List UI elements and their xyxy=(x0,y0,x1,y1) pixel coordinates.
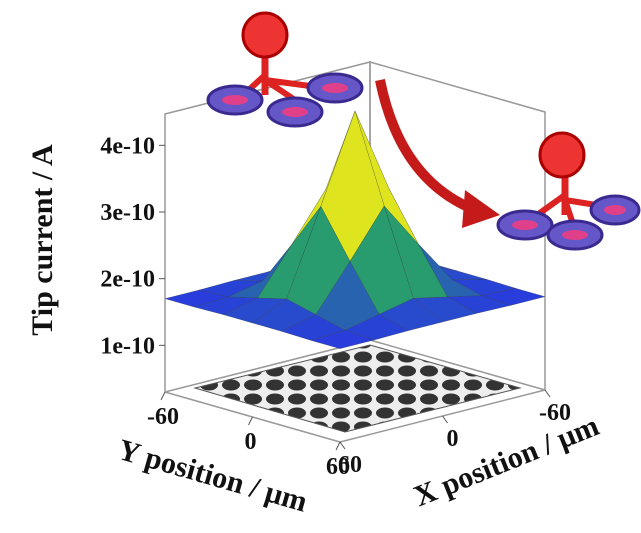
chart: Tip current / A Y position / μm X positi… xyxy=(0,0,641,533)
y-axis-title: Y position / μm xyxy=(114,433,311,518)
z-tick-label: 4e-10 xyxy=(100,133,155,159)
z-axis-title: Tip current / A xyxy=(26,144,59,336)
x-tick xyxy=(443,416,448,423)
x-tick-label: -60 xyxy=(539,400,571,426)
y-tick-label: -60 xyxy=(147,404,179,430)
x-axis-title: X position / μm xyxy=(409,409,603,513)
y-tick xyxy=(336,442,340,450)
x-tick xyxy=(545,390,550,397)
y-tick-label: 0 xyxy=(245,429,257,455)
x-tick xyxy=(340,442,345,449)
z-tick-label: 3e-10 xyxy=(100,200,155,226)
x-tick-label: 0 xyxy=(447,426,459,452)
x-tick-label: 60 xyxy=(338,452,362,478)
y-tick xyxy=(249,417,253,425)
y-tick xyxy=(161,392,165,400)
surface xyxy=(165,111,545,349)
molecule-icon xyxy=(498,133,639,249)
sample-floor xyxy=(195,345,520,432)
z-tick-label: 2e-10 xyxy=(100,267,155,293)
z-tick-label: 1e-10 xyxy=(100,333,155,359)
